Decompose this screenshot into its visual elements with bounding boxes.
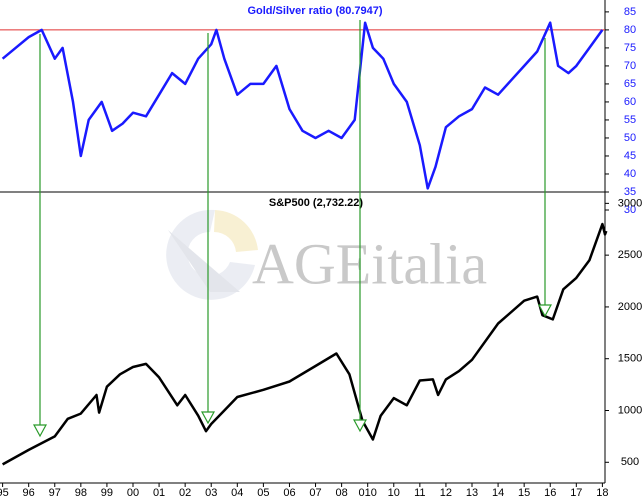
x-tick-label: 01 <box>153 487 165 499</box>
x-tick-label: 04 <box>231 487 243 499</box>
y-tick-label: 2000 <box>618 301 642 313</box>
y-tick-label: 55 <box>624 114 636 126</box>
x-tick-label: 03 <box>205 487 217 499</box>
y-tick-label: 70 <box>624 60 636 72</box>
x-tick-label: 14 <box>492 487 504 499</box>
x-tick-label: 13 <box>466 487 478 499</box>
x-tick-label: 11 <box>414 487 425 499</box>
x-tick-label: 07 <box>309 487 321 499</box>
y-tick-label: 75 <box>624 42 636 54</box>
y-tick-label: 85 <box>624 6 636 18</box>
x-tick-label: 02 <box>179 487 191 499</box>
y-tick-label: 3000 <box>618 197 642 209</box>
x-tick-label: 16 <box>544 487 556 499</box>
x-tick-label: 010 <box>359 487 377 499</box>
watermark-text: AGEitalia <box>252 231 487 296</box>
cycle-arrows <box>32 20 553 438</box>
chart-title: S&P500 (2,732.22) <box>269 197 364 209</box>
x-tick-label: 98 <box>75 487 87 499</box>
x-tick-label: 00 <box>127 487 139 499</box>
series-line <box>1 21 604 190</box>
x-tick-label: 05 <box>257 487 269 499</box>
x-tick-label: 96 <box>23 487 35 499</box>
y-tick-label: 35 <box>624 186 636 198</box>
x-tick-label: 06 <box>283 487 295 499</box>
chart-title: Gold/Silver ratio (80.7947) <box>247 5 382 17</box>
x-tick-label: 08 <box>335 487 347 499</box>
x-tick-label: 12 <box>440 487 452 499</box>
y-tick-label: 50 <box>624 132 636 144</box>
y-tick-label: 500 <box>621 456 639 468</box>
x-tick-label: 15 <box>518 487 530 499</box>
y-tick-label: 60 <box>624 96 636 108</box>
x-tick-label: 95 <box>0 487 9 499</box>
y-tick-label: 80 <box>624 24 636 36</box>
x-tick-label: 18 <box>596 487 608 499</box>
x-tick-label: 97 <box>49 487 61 499</box>
x-tick-label: 10 <box>388 487 400 499</box>
y-tick-label: 2500 <box>618 249 642 261</box>
y-tick-label: 45 <box>624 150 636 162</box>
y-tick-label: 1000 <box>618 404 642 416</box>
x-tick-label: 99 <box>101 487 113 499</box>
x-tick-label: 17 <box>570 487 582 499</box>
y-tick-label: 65 <box>624 78 636 90</box>
watermark-logo <box>166 209 258 300</box>
y-tick-label: 40 <box>624 168 636 180</box>
y-tick-label: 30 <box>624 204 636 216</box>
y-tick-label: 1500 <box>618 353 642 365</box>
